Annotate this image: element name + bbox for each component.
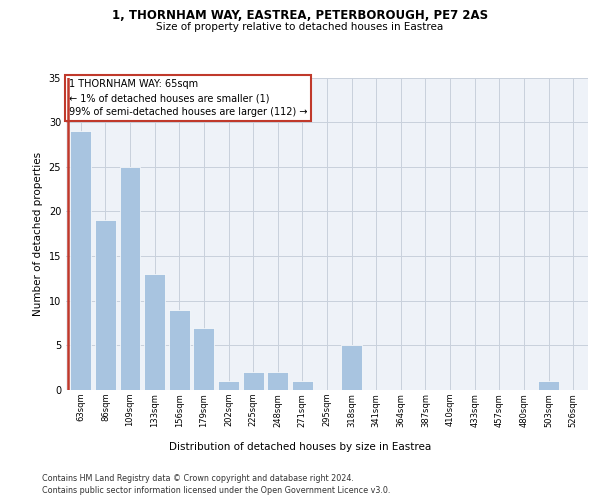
Text: 1 THORNHAM WAY: 65sqm
← 1% of detached houses are smaller (1)
99% of semi-detach: 1 THORNHAM WAY: 65sqm ← 1% of detached h…	[68, 79, 307, 117]
Bar	[95, 220, 116, 390]
Bar	[144, 274, 165, 390]
Bar	[242, 372, 263, 390]
Bar	[119, 167, 140, 390]
Text: Distribution of detached houses by size in Eastrea: Distribution of detached houses by size …	[169, 442, 431, 452]
Bar	[169, 310, 190, 390]
Bar	[193, 328, 214, 390]
Bar	[341, 346, 362, 390]
Text: 1, THORNHAM WAY, EASTREA, PETERBOROUGH, PE7 2AS: 1, THORNHAM WAY, EASTREA, PETERBOROUGH, …	[112, 9, 488, 22]
Text: Contains public sector information licensed under the Open Government Licence v3: Contains public sector information licen…	[42, 486, 391, 495]
Text: Size of property relative to detached houses in Eastrea: Size of property relative to detached ho…	[157, 22, 443, 32]
Bar	[538, 381, 559, 390]
Bar	[292, 381, 313, 390]
Text: Contains HM Land Registry data © Crown copyright and database right 2024.: Contains HM Land Registry data © Crown c…	[42, 474, 354, 483]
Y-axis label: Number of detached properties: Number of detached properties	[33, 152, 43, 316]
Bar	[267, 372, 288, 390]
Bar	[218, 381, 239, 390]
Bar	[70, 131, 91, 390]
